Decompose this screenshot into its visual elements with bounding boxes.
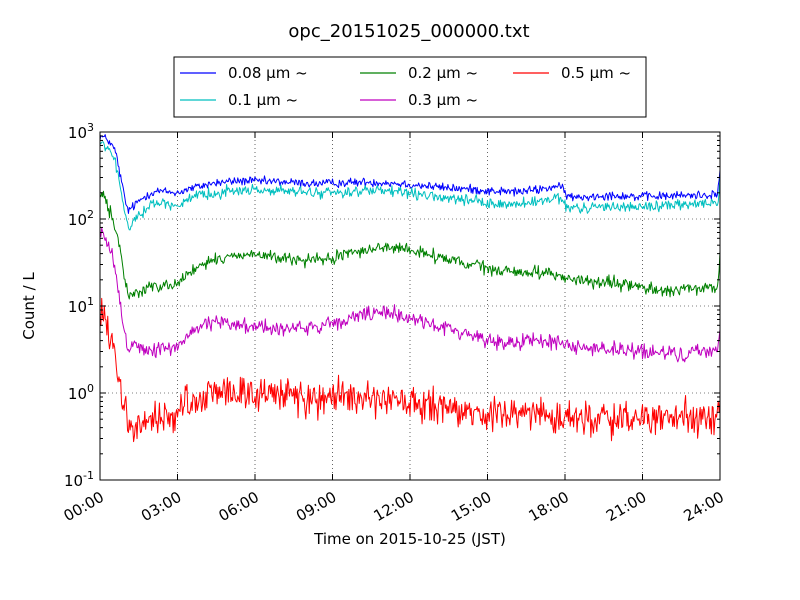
y-tick-label: 103 (68, 121, 94, 142)
series-group (99, 134, 721, 443)
legend: 0.08 μm ~ 0.1 μm ~ 0.2 μm ~ 0.3 μm ~ 0.5 μm … (173, 56, 647, 118)
series-line (99, 190, 721, 300)
legend-label: 0.5 μm ~ (561, 64, 631, 82)
series-line (99, 227, 721, 363)
y-tick-label: 101 (68, 295, 94, 316)
grid (100, 132, 720, 480)
legend-label: 0.3 μm ~ (408, 91, 478, 109)
x-axis-label: Time on 2015-10-25 (JST) (313, 530, 506, 548)
y-tick-label: 10-1 (64, 469, 94, 490)
series-line (99, 297, 721, 443)
y-tick-label: 100 (68, 382, 94, 403)
y-axis-label: Count / L (20, 272, 38, 340)
chart-title: opc_20151025_000000.txt (288, 21, 529, 42)
series-line (99, 134, 721, 214)
legend-label: 0.2 μm ~ (408, 64, 478, 82)
legend-label: 0.1 μm ~ (228, 91, 298, 109)
y-tick-label: 102 (68, 208, 94, 229)
series-line (99, 141, 721, 231)
legend-label: 0.08 μm ~ (228, 64, 308, 82)
legend-box (173, 56, 647, 118)
